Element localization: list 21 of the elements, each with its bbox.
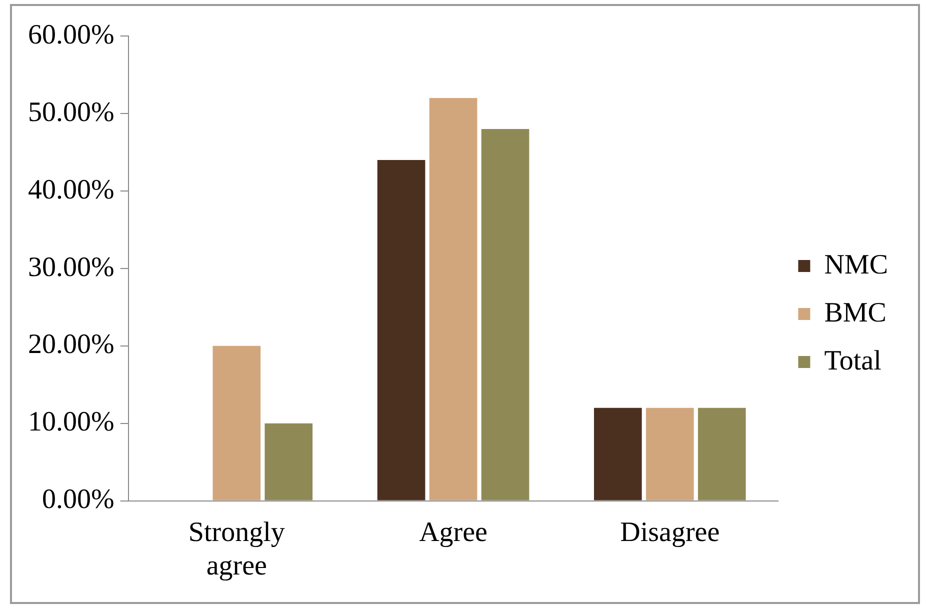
legend-label: Total <box>824 345 882 376</box>
bar <box>264 423 313 500</box>
y-tick-label: 30.00% <box>28 252 114 283</box>
x-tick-label: Disagree <box>620 516 720 548</box>
y-tick-label: 50.00% <box>28 96 114 128</box>
y-tick-label: 0.00% <box>42 484 114 516</box>
y-tick-label: 20.00% <box>28 329 114 360</box>
bar <box>698 408 746 500</box>
y-tick-label: 40.00% <box>28 174 114 206</box>
y-tick-label: 10.00% <box>28 406 114 438</box>
bar <box>429 98 478 500</box>
x-tick-label: Agree <box>419 516 488 548</box>
bar <box>212 346 261 500</box>
legend-label: NMC <box>824 249 888 280</box>
bar <box>481 128 530 500</box>
legend-label: BMC <box>824 297 886 328</box>
bar <box>646 408 694 500</box>
x-tick-label: Strongly agree <box>188 516 285 582</box>
bar <box>377 160 426 500</box>
y-tick-label: 60.00% <box>28 19 114 50</box>
bar <box>594 408 642 500</box>
